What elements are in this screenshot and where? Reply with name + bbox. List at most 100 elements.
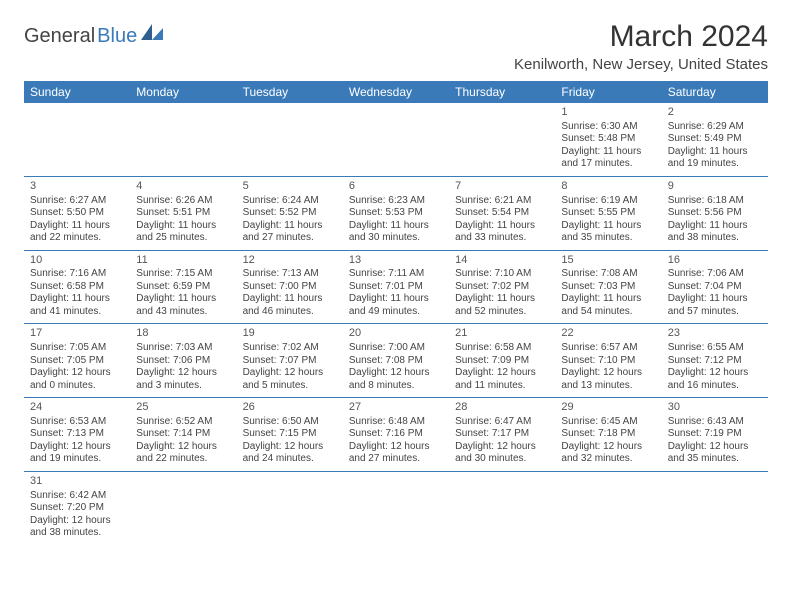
day-cell: 12Sunrise: 7:13 AMSunset: 7:00 PMDayligh… (237, 251, 343, 324)
day-info-line: Sunrise: 7:05 AM (30, 342, 124, 355)
day-cell: 4Sunrise: 6:26 AMSunset: 5:51 PMDaylight… (130, 177, 236, 250)
day-number: 30 (668, 401, 762, 415)
day-number: 6 (349, 180, 443, 194)
day-info-line: and 30 minutes. (455, 453, 549, 466)
day-info-line: Sunset: 7:03 PM (561, 281, 655, 294)
day-info-line: and 57 minutes. (668, 306, 762, 319)
day-info-line: and 35 minutes. (561, 232, 655, 245)
day-info-line: Sunset: 5:52 PM (243, 207, 337, 220)
day-cell: 8Sunrise: 6:19 AMSunset: 5:55 PMDaylight… (555, 177, 661, 250)
day-info-line: and 16 minutes. (668, 380, 762, 393)
day-info-line: Daylight: 12 hours (561, 441, 655, 454)
day-cell: 10Sunrise: 7:16 AMSunset: 6:58 PMDayligh… (24, 251, 130, 324)
day-cell (662, 472, 768, 545)
day-info-line: Sunset: 5:50 PM (30, 207, 124, 220)
day-cell: 7Sunrise: 6:21 AMSunset: 5:54 PMDaylight… (449, 177, 555, 250)
day-number: 2 (668, 106, 762, 120)
day-info-line: Sunrise: 7:15 AM (136, 268, 230, 281)
day-info-line: and 49 minutes. (349, 306, 443, 319)
day-info-line: Sunrise: 6:18 AM (668, 195, 762, 208)
day-cell: 27Sunrise: 6:48 AMSunset: 7:16 PMDayligh… (343, 398, 449, 471)
day-info-line: Sunset: 7:02 PM (455, 281, 549, 294)
day-info-line: and 5 minutes. (243, 380, 337, 393)
day-info-line: Sunset: 7:17 PM (455, 428, 549, 441)
day-number: 24 (30, 401, 124, 415)
day-cell (130, 472, 236, 545)
day-info-line: Sunrise: 6:53 AM (30, 416, 124, 429)
day-cell: 3Sunrise: 6:27 AMSunset: 5:50 PMDaylight… (24, 177, 130, 250)
day-info-line: Daylight: 11 hours (561, 146, 655, 159)
day-info-line: Daylight: 11 hours (349, 220, 443, 233)
day-number: 4 (136, 180, 230, 194)
day-info-line: Daylight: 12 hours (349, 367, 443, 380)
day-number: 3 (30, 180, 124, 194)
day-info-line: Sunset: 6:59 PM (136, 281, 230, 294)
day-info-line: Daylight: 11 hours (30, 293, 124, 306)
week-row: 3Sunrise: 6:27 AMSunset: 5:50 PMDaylight… (24, 177, 768, 251)
day-number: 10 (30, 254, 124, 268)
day-number: 31 (30, 475, 124, 489)
day-info-line: Sunrise: 6:27 AM (30, 195, 124, 208)
day-cell (449, 472, 555, 545)
day-info-line: Daylight: 12 hours (136, 441, 230, 454)
day-info-line: Sunset: 7:10 PM (561, 355, 655, 368)
day-info-line: Sunrise: 6:42 AM (30, 490, 124, 503)
day-number: 21 (455, 327, 549, 341)
day-info-line: Sunrise: 6:57 AM (561, 342, 655, 355)
day-info-line: Sunrise: 7:06 AM (668, 268, 762, 281)
day-info-line: and 3 minutes. (136, 380, 230, 393)
day-info-line: and 0 minutes. (30, 380, 124, 393)
day-cell: 6Sunrise: 6:23 AMSunset: 5:53 PMDaylight… (343, 177, 449, 250)
title-block: March 2024 Kenilworth, New Jersey, Unite… (514, 20, 768, 73)
day-info-line: Sunset: 5:54 PM (455, 207, 549, 220)
day-cell (555, 472, 661, 545)
day-info-line: Sunset: 7:08 PM (349, 355, 443, 368)
day-number: 15 (561, 254, 655, 268)
day-info-line: Sunrise: 6:55 AM (668, 342, 762, 355)
day-info-line: Sunset: 7:04 PM (668, 281, 762, 294)
day-info-line: Daylight: 12 hours (455, 367, 549, 380)
day-info-line: and 32 minutes. (561, 453, 655, 466)
day-info-line: Sunrise: 7:13 AM (243, 268, 337, 281)
day-cell: 31Sunrise: 6:42 AMSunset: 7:20 PMDayligh… (24, 472, 130, 545)
header: GeneralBlue March 2024 Kenilworth, New J… (24, 20, 768, 73)
day-info-line: Daylight: 12 hours (243, 441, 337, 454)
day-info-line: and 24 minutes. (243, 453, 337, 466)
day-info-line: Daylight: 12 hours (455, 441, 549, 454)
day-cell (24, 103, 130, 176)
week-row: 24Sunrise: 6:53 AMSunset: 7:13 PMDayligh… (24, 398, 768, 472)
day-info-line: Sunset: 5:49 PM (668, 133, 762, 146)
day-cell: 16Sunrise: 7:06 AMSunset: 7:04 PMDayligh… (662, 251, 768, 324)
day-info-line: Daylight: 12 hours (30, 441, 124, 454)
day-info-line: and 43 minutes. (136, 306, 230, 319)
day-info-line: Daylight: 11 hours (668, 293, 762, 306)
day-info-line: Daylight: 11 hours (30, 220, 124, 233)
day-cell: 17Sunrise: 7:05 AMSunset: 7:05 PMDayligh… (24, 324, 130, 397)
day-cell: 18Sunrise: 7:03 AMSunset: 7:06 PMDayligh… (130, 324, 236, 397)
day-cell: 23Sunrise: 6:55 AMSunset: 7:12 PMDayligh… (662, 324, 768, 397)
day-cell: 2Sunrise: 6:29 AMSunset: 5:49 PMDaylight… (662, 103, 768, 176)
day-info-line: Daylight: 11 hours (455, 220, 549, 233)
day-cell: 5Sunrise: 6:24 AMSunset: 5:52 PMDaylight… (237, 177, 343, 250)
day-info-line: and 30 minutes. (349, 232, 443, 245)
day-info-line: Sunrise: 6:24 AM (243, 195, 337, 208)
day-info-line: and 8 minutes. (349, 380, 443, 393)
day-number: 12 (243, 254, 337, 268)
day-number: 29 (561, 401, 655, 415)
day-info-line: Sunset: 5:48 PM (561, 133, 655, 146)
day-info-line: and 27 minutes. (243, 232, 337, 245)
logo-text-b: Blue (97, 25, 137, 48)
day-of-week-cell: Thursday (449, 81, 555, 103)
day-info-line: Sunrise: 6:29 AM (668, 121, 762, 134)
day-info-line: Sunrise: 6:45 AM (561, 416, 655, 429)
day-cell (237, 472, 343, 545)
day-info-line: Sunrise: 6:26 AM (136, 195, 230, 208)
day-number: 25 (136, 401, 230, 415)
day-info-line: Sunrise: 6:43 AM (668, 416, 762, 429)
day-cell: 25Sunrise: 6:52 AMSunset: 7:14 PMDayligh… (130, 398, 236, 471)
week-row: 31Sunrise: 6:42 AMSunset: 7:20 PMDayligh… (24, 472, 768, 545)
weeks-container: 1Sunrise: 6:30 AMSunset: 5:48 PMDaylight… (24, 103, 768, 545)
day-cell: 26Sunrise: 6:50 AMSunset: 7:15 PMDayligh… (237, 398, 343, 471)
day-info-line: Daylight: 11 hours (136, 220, 230, 233)
day-info-line: Sunset: 7:16 PM (349, 428, 443, 441)
